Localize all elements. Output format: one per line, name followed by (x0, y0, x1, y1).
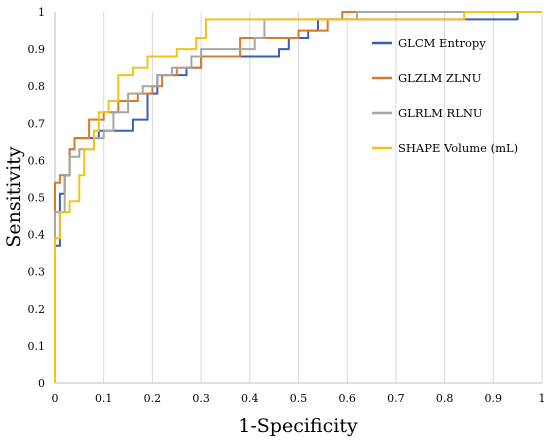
series-line-3 (54, 11, 542, 383)
y-tick-label: 0 (38, 377, 45, 390)
x-tick-label: 0.4 (241, 392, 259, 405)
y-tick-label: 0.4 (28, 229, 46, 242)
y-tick-label: 0.9 (28, 43, 46, 56)
y-tick-label: 0.5 (28, 192, 46, 205)
x-tick-labels: 0 0.1 0.2 0.3 0.4 0.5 0.6 0.7 0.8 0.9 1 (52, 392, 546, 405)
y-tick-label: 1 (38, 6, 45, 19)
y-tick-label: 0.6 (28, 154, 46, 167)
y-tick-label: 0.1 (28, 340, 46, 353)
x-tick-label: 0.5 (290, 392, 308, 405)
y-tick-labels: 0 0.1 0.2 0.3 0.4 0.5 0.6 0.7 0.8 0.9 1 (28, 6, 46, 390)
legend-label: GLZLM ZLNU (398, 71, 482, 85)
x-tick-label: 0.1 (95, 392, 113, 405)
series-line-2 (54, 11, 542, 383)
x-tick-label: 0.2 (144, 392, 162, 405)
x-tick-label: 0.8 (436, 392, 454, 405)
y-tick-label: 0.7 (28, 117, 46, 130)
x-tick-label: 1 (539, 392, 546, 405)
y-tick-label: 0.8 (28, 80, 46, 93)
legend-label: GLCM Entropy (398, 36, 486, 50)
legend-label: GLRLM RLNU (398, 106, 483, 120)
x-tick-label: 0.9 (485, 392, 503, 405)
legend-label: SHAPE Volume (mL) (398, 141, 518, 155)
x-axis-title: 1-Specificity (238, 415, 358, 437)
x-tick-label: 0.6 (338, 392, 356, 405)
x-tick-label: 0 (52, 392, 59, 405)
x-tick-label: 0.3 (192, 392, 210, 405)
grid-lines (103, 12, 543, 383)
y-tick-label: 0.2 (28, 303, 46, 316)
series-line-4 (54, 11, 542, 383)
y-axis-title: Sensitivity (3, 146, 25, 247)
y-tick-label: 0.3 (28, 266, 46, 279)
series-lines (54, 11, 542, 383)
legend: GLCM Entropy GLZLM ZLNU GLRLM RLNU SHAPE Vo… (372, 36, 518, 155)
x-tick-label: 0.7 (387, 392, 405, 405)
